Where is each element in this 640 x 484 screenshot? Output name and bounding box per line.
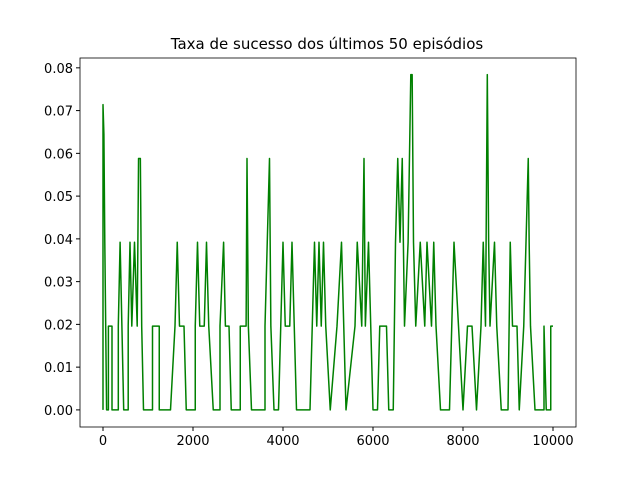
y-tick-label: 0.00 — [44, 404, 73, 419]
y-tick-label: 0.01 — [44, 361, 73, 376]
y-tick-label: 0.02 — [44, 318, 73, 333]
y-tick-label: 0.03 — [44, 276, 73, 291]
y-tick-label: 0.07 — [44, 105, 73, 120]
y-tick-label: 0.05 — [44, 190, 73, 205]
x-tick-label: 0 — [99, 434, 107, 449]
x-tick-label: 8000 — [446, 434, 479, 449]
chart-title: Taxa de sucesso dos últimos 50 episódios — [170, 35, 484, 53]
x-tick-label: 6000 — [356, 434, 389, 449]
y-tick-label: 0.04 — [44, 233, 73, 248]
y-tick-label: 0.08 — [44, 62, 73, 77]
y-tick-label: 0.06 — [44, 147, 73, 162]
x-tick-label: 4000 — [266, 434, 299, 449]
x-tick-label: 10000 — [532, 434, 573, 449]
x-tick-label: 2000 — [176, 434, 209, 449]
data-line — [102, 73, 553, 411]
plot-frame — [79, 57, 577, 428]
